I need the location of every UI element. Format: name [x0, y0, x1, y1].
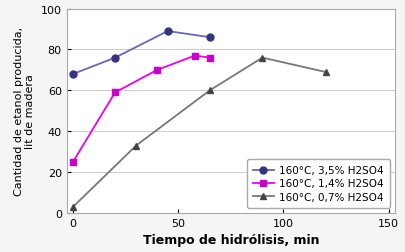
160°C, 0,7% H2SO4 [207, 89, 212, 92]
X-axis label: Tiempo de hidrólisis, min: Tiempo de hidrólisis, min [143, 234, 319, 246]
160°C, 1,4% H2SO4 [207, 57, 212, 60]
160°C, 3,5% H2SO4 [113, 57, 117, 60]
Legend: 160°C, 3,5% H2SO4, 160°C, 1,4% H2SO4, 160°C, 0,7% H2SO4: 160°C, 3,5% H2SO4, 160°C, 1,4% H2SO4, 16… [247, 160, 390, 208]
160°C, 1,4% H2SO4 [155, 69, 160, 72]
160°C, 0,7% H2SO4 [70, 206, 75, 209]
Line: 160°C, 1,4% H2SO4: 160°C, 1,4% H2SO4 [70, 53, 213, 166]
160°C, 3,5% H2SO4 [70, 73, 75, 76]
Line: 160°C, 3,5% H2SO4: 160°C, 3,5% H2SO4 [70, 28, 213, 78]
160°C, 3,5% H2SO4 [165, 30, 170, 34]
160°C, 0,7% H2SO4 [323, 71, 328, 74]
Line: 160°C, 0,7% H2SO4: 160°C, 0,7% H2SO4 [70, 55, 329, 210]
160°C, 3,5% H2SO4 [207, 37, 212, 40]
160°C, 0,7% H2SO4 [134, 144, 139, 147]
Y-axis label: Cantidad de etanol producida,
lit de madera: Cantidad de etanol producida, lit de mad… [14, 27, 35, 196]
160°C, 1,4% H2SO4 [113, 91, 117, 94]
160°C, 1,4% H2SO4 [193, 55, 198, 58]
160°C, 1,4% H2SO4 [70, 161, 75, 164]
160°C, 0,7% H2SO4 [260, 57, 265, 60]
